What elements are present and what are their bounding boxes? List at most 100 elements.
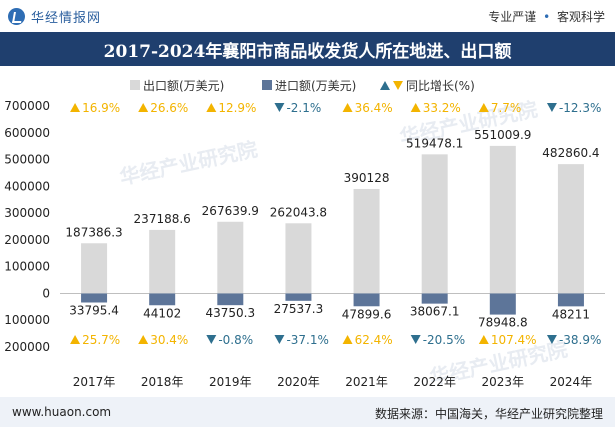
import-bar [557, 293, 584, 307]
y-tick-label: 600000 [4, 126, 50, 140]
chart-title: 2017-2024年襄阳市商品收发货人所在地进、出口额 [103, 42, 512, 62]
growth-label: -2.1% [286, 101, 321, 115]
export-value-label: 519478.1 [406, 136, 463, 150]
import-bar [489, 293, 516, 315]
legend-up-arrow-icon [380, 81, 390, 90]
import-bar [81, 293, 108, 303]
growth-up-arrow-icon [342, 335, 353, 344]
footer-website[interactable]: www.huaon.com [12, 405, 112, 419]
y-tick-label: 100000 [4, 313, 50, 327]
growth-down-arrow-icon [546, 103, 557, 112]
growth-up-arrow-icon [342, 103, 353, 112]
slogan-1: 专业严谨 [488, 10, 537, 24]
export-value-label: 551009.9 [474, 128, 531, 142]
y-tick-label: 700000 [4, 99, 50, 113]
site-name: 华经情报网 [31, 10, 102, 26]
growth-label: 25.7% [82, 333, 120, 347]
x-tick-label: 2022年 [413, 375, 456, 389]
export-bar [149, 229, 176, 294]
logo[interactable]: 华经情报网 [8, 7, 102, 26]
growth-label: 33.2% [423, 101, 461, 115]
x-tick-label: 2024年 [550, 375, 593, 389]
export-value-label: 237188.6 [134, 212, 191, 226]
import-bar [149, 293, 176, 306]
growth-label: 107.4% [491, 333, 537, 347]
export-value-label: 482860.4 [542, 146, 599, 160]
export-bar [353, 188, 380, 294]
growth-up-arrow-icon [138, 335, 149, 344]
slogan-2: 客观科学 [556, 10, 605, 24]
export-bar [81, 243, 108, 294]
growth-up-arrow-icon [70, 103, 81, 112]
growth-label: -37.1% [286, 333, 328, 347]
import-value-label: 48211 [552, 307, 590, 321]
growth-up-arrow-icon [138, 103, 149, 112]
growth-label: -12.3% [559, 101, 601, 115]
legend-export-swatch [130, 80, 140, 90]
import-bar [217, 293, 244, 306]
legend-growth-label: 同比增长(%) [406, 79, 475, 93]
footer: www.huaon.com 数据来源：中国海关，华经产业研究院整理 [0, 397, 615, 427]
top-bar: 华经情报网 专业严谨 • 客观科学 [0, 0, 615, 32]
export-bar [557, 164, 584, 294]
growth-down-arrow-icon [274, 335, 285, 344]
legend-down-arrow-icon [393, 81, 403, 90]
bars [81, 145, 584, 315]
growth-labels: 16.9% 25.7% 26.6% 30.4% 12.9% -0.8% -2.1% -37.1… [70, 101, 601, 347]
export-value-label: 187386.3 [65, 225, 122, 239]
data-labels: 187386.3 33795.4 237188.6 44102 267639.9 4375… [65, 128, 599, 330]
export-value-label: 390128 [344, 171, 390, 185]
growth-label: 7.7% [491, 101, 522, 115]
import-value-label: 78948.8 [478, 316, 528, 330]
y-tick-label: 300000 [4, 206, 50, 220]
export-bar [421, 154, 448, 294]
import-value-label: 47899.6 [342, 307, 392, 321]
x-tick-label: 2017年 [73, 375, 116, 389]
growth-up-arrow-icon [478, 103, 489, 112]
export-value-label: 262043.8 [270, 205, 327, 219]
x-tick-label: 2019年 [209, 375, 252, 389]
growth-label: 62.4% [355, 333, 393, 347]
x-tick-label: 2021年 [345, 375, 388, 389]
x-axis: 2017年 2018年 2019年 2020年 2021年 2022年 2023年 2024年 [73, 375, 592, 389]
growth-label: -0.8% [218, 333, 253, 347]
growth-down-arrow-icon [410, 335, 421, 344]
import-value-label: 27537.3 [274, 302, 324, 316]
watermark-text: 华经产业研究院 [118, 137, 260, 190]
x-tick-label: 2018年 [141, 375, 184, 389]
y-tick-label: 0 [42, 286, 50, 300]
growth-down-arrow-icon [274, 103, 285, 112]
legend-import-label: 进口额(万美元) [275, 79, 356, 93]
import-value-label: 43750.3 [206, 306, 256, 320]
footer-source: 数据来源：中国海关，华经产业研究院整理 [374, 407, 603, 421]
growth-up-arrow-icon [70, 335, 81, 344]
y-tick-label: 200000 [4, 233, 50, 247]
import-value-label: 33795.4 [69, 303, 119, 317]
growth-label: 36.4% [355, 101, 393, 115]
growth-down-arrow-icon [546, 335, 557, 344]
growth-up-arrow-icon [410, 103, 421, 112]
export-bar [489, 145, 516, 294]
growth-up-arrow-icon [478, 335, 489, 344]
growth-label: -38.9% [559, 333, 601, 347]
export-bar [285, 223, 312, 294]
import-bar [285, 293, 312, 301]
growth-label: 12.9% [218, 101, 256, 115]
slogan-separator: • [543, 10, 551, 24]
y-tick-label: 200000 [4, 340, 50, 354]
import-value-label: 44102 [143, 306, 181, 320]
y-tick-label: 100000 [4, 260, 50, 274]
growth-label: 26.6% [150, 101, 188, 115]
growth-label: 16.9% [82, 101, 120, 115]
x-tick-label: 2020年 [277, 375, 320, 389]
logo-icon [8, 7, 25, 25]
y-tick-label: 400000 [4, 179, 50, 193]
growth-label: 30.4% [150, 333, 188, 347]
legend-import-swatch [262, 80, 272, 90]
slogan: 专业严谨 • 客观科学 [488, 8, 605, 25]
growth-label: -20.5% [423, 333, 465, 347]
growth-down-arrow-icon [206, 335, 217, 344]
import-bar [421, 293, 448, 304]
legend-export-label: 出口额(万美元) [143, 79, 224, 93]
